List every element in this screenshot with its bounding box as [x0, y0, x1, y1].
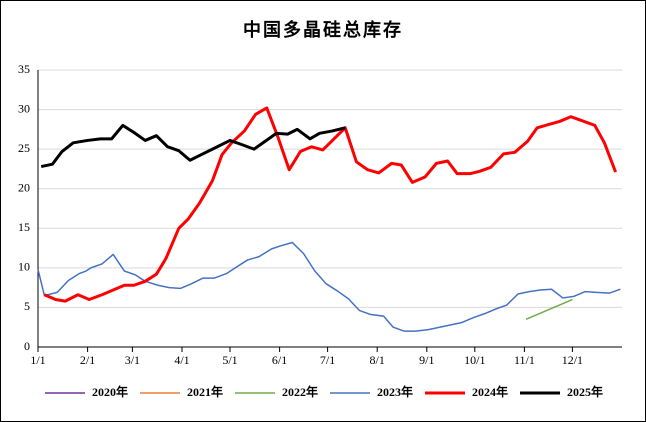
x-tick-label: 3/1 — [125, 353, 140, 367]
x-tick-label: 9/1 — [419, 353, 434, 367]
x-tick-label: 10/1 — [464, 353, 485, 367]
x-tick-label: 12/1 — [562, 353, 583, 367]
x-tick-label: 7/1 — [320, 353, 335, 367]
series-line — [40, 123, 346, 169]
y-tick-label: 0 — [24, 339, 30, 353]
y-tick-label: 25 — [18, 141, 30, 155]
x-tick-label: 6/1 — [272, 353, 287, 367]
y-tick-label: 20 — [18, 180, 30, 194]
y-tick-label: 5 — [24, 299, 30, 313]
y-tick-label: 10 — [18, 260, 30, 274]
legend-label: 2023年 — [377, 384, 413, 399]
series-line — [525, 298, 573, 320]
x-tick-label: 2/1 — [80, 353, 95, 367]
x-tick-label: 4/1 — [174, 353, 189, 367]
chart-title: 中国多晶硅总库存 — [243, 19, 403, 40]
y-tick-label: 30 — [18, 101, 30, 115]
legend-label: 2024年 — [472, 384, 508, 399]
series-line — [43, 106, 618, 303]
x-tick-label: 11/1 — [514, 353, 535, 367]
legend: 2020年 2021年 2022年 2023年 2024年 2025年 — [45, 384, 603, 399]
y-tick-label: 35 — [18, 62, 30, 76]
x-tick-label: 5/1 — [222, 353, 237, 367]
x-tick-label: 1/1 — [30, 353, 45, 367]
legend-label: 2021年 — [187, 384, 223, 399]
legend-label: 2020年 — [92, 384, 128, 399]
legend-label: 2025年 — [567, 384, 603, 399]
y-tick-label: 15 — [18, 220, 30, 234]
series-line — [37, 241, 621, 332]
legend-label: 2022年 — [282, 384, 318, 399]
x-tick-label: 8/1 — [370, 353, 385, 367]
